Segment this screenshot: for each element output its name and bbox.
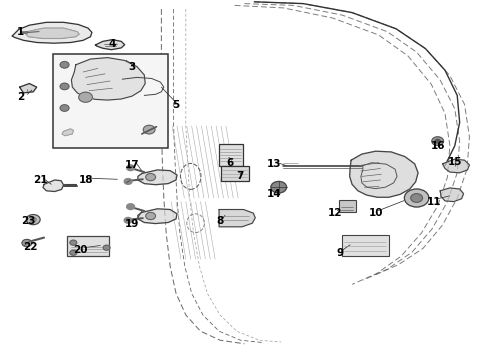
Circle shape: [143, 125, 155, 134]
Text: 17: 17: [124, 160, 139, 170]
Circle shape: [79, 92, 92, 102]
Circle shape: [270, 181, 286, 193]
Text: 3: 3: [128, 62, 135, 72]
Polygon shape: [439, 188, 463, 202]
Polygon shape: [95, 40, 124, 50]
Polygon shape: [138, 170, 177, 185]
Circle shape: [434, 139, 439, 143]
Circle shape: [60, 62, 69, 68]
Text: 10: 10: [368, 208, 383, 218]
Text: 15: 15: [447, 157, 461, 167]
Circle shape: [126, 204, 134, 210]
Text: 6: 6: [226, 158, 233, 168]
Circle shape: [431, 137, 443, 145]
Polygon shape: [62, 129, 73, 136]
Circle shape: [22, 239, 32, 247]
Polygon shape: [43, 180, 63, 192]
Text: 13: 13: [266, 159, 281, 169]
Circle shape: [60, 105, 69, 111]
Text: 5: 5: [172, 100, 179, 110]
Polygon shape: [442, 159, 468, 173]
Text: 14: 14: [266, 189, 281, 199]
Polygon shape: [349, 151, 417, 197]
Bar: [53, 54, 167, 148]
Text: 18: 18: [78, 175, 93, 185]
Polygon shape: [12, 22, 92, 43]
Bar: [339, 200, 355, 212]
Bar: [221, 166, 249, 181]
Polygon shape: [20, 84, 37, 93]
Circle shape: [70, 240, 77, 245]
Circle shape: [60, 83, 69, 90]
Polygon shape: [219, 210, 255, 227]
Circle shape: [145, 174, 155, 181]
Text: 4: 4: [108, 39, 116, 49]
Text: 20: 20: [73, 245, 88, 255]
Circle shape: [124, 179, 132, 184]
Circle shape: [103, 245, 110, 250]
Text: 22: 22: [23, 242, 38, 252]
Circle shape: [126, 165, 134, 171]
Bar: [219, 144, 242, 166]
Text: 8: 8: [216, 216, 223, 226]
Text: 21: 21: [33, 175, 47, 185]
Text: 1: 1: [17, 27, 24, 37]
Circle shape: [30, 217, 36, 222]
Circle shape: [404, 189, 428, 207]
Bar: [342, 235, 388, 256]
Circle shape: [124, 217, 132, 223]
Circle shape: [70, 250, 77, 255]
Circle shape: [26, 215, 40, 225]
Text: 9: 9: [336, 248, 343, 258]
Circle shape: [410, 194, 422, 202]
Text: 2: 2: [17, 92, 24, 102]
Circle shape: [145, 212, 155, 220]
Text: 23: 23: [21, 216, 36, 226]
Text: 16: 16: [429, 141, 444, 151]
Text: 7: 7: [235, 171, 243, 181]
Polygon shape: [71, 58, 145, 100]
Polygon shape: [107, 57, 131, 65]
Text: 11: 11: [426, 197, 441, 207]
Polygon shape: [138, 209, 177, 224]
Text: 19: 19: [124, 219, 139, 229]
Bar: [67, 236, 109, 256]
Polygon shape: [25, 28, 79, 39]
Text: 12: 12: [327, 208, 342, 218]
